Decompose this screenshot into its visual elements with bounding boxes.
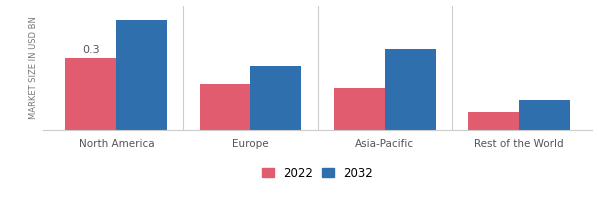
Bar — [334, 88, 385, 130]
Bar — [200, 84, 251, 130]
Bar — [117, 20, 167, 130]
Bar — [251, 66, 301, 130]
Bar — [468, 112, 518, 130]
Bar — [65, 58, 117, 130]
Y-axis label: MARKET SIZE IN USD BN: MARKET SIZE IN USD BN — [29, 17, 38, 119]
Bar — [518, 100, 570, 130]
Text: 0.3: 0.3 — [82, 45, 100, 56]
Bar — [385, 49, 435, 130]
Legend: 2022, 2032: 2022, 2032 — [257, 162, 378, 184]
